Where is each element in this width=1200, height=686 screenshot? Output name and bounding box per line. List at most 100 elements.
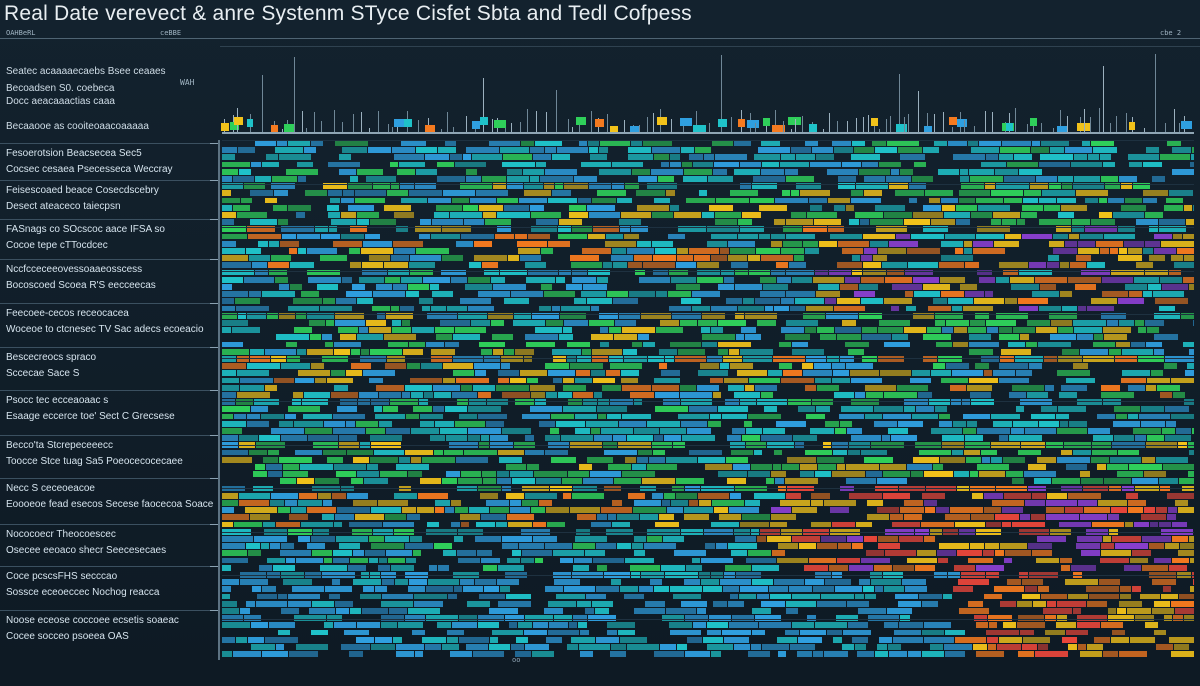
heatmap-cell: [611, 255, 633, 261]
heatmap-cell: [815, 471, 831, 477]
heatmap-cell: [1018, 651, 1034, 657]
heatmap-cell: [1024, 190, 1041, 197]
heatmap-cell: [431, 356, 452, 362]
heatmap-cell: [612, 521, 630, 528]
heatmap-cell: [1039, 420, 1059, 427]
heatmap-cell: [491, 320, 504, 326]
heatmap-cell: [851, 190, 863, 197]
heatmap-cell: [711, 521, 739, 528]
heatmap-cell: [652, 240, 673, 247]
heatmap-cell: [1005, 298, 1017, 305]
heatmap-cell: [983, 550, 994, 557]
heatmap-cell: [861, 449, 887, 456]
activity-spike: [568, 119, 569, 134]
row-label-secondary: Desect ateaceco taiecpsn: [6, 201, 121, 212]
heatmap-cell: [459, 636, 489, 643]
heatmap-cell: [422, 305, 430, 312]
heatmap-cell: [1147, 327, 1159, 333]
heatmap-cell: [655, 248, 676, 254]
heatmap-cell: [743, 298, 754, 305]
heatmap-cell: [870, 219, 903, 225]
heatmap-cell: [391, 183, 399, 189]
heatmap-cell: [722, 629, 751, 636]
heatmap-cell: [933, 363, 945, 369]
heatmap-cell: [541, 284, 552, 290]
heatmap-cell: [670, 629, 701, 636]
heatmap-cell: [985, 543, 999, 549]
spike-marker: [871, 118, 878, 127]
activity-spike: [1090, 116, 1091, 134]
heatmap-cell: [591, 334, 613, 341]
heatmap-cell: [288, 406, 320, 413]
heatmap-cell: [279, 154, 311, 161]
heatmap-cell: [1128, 248, 1142, 254]
heatmap-cell: [955, 521, 985, 528]
activity-spike: [837, 120, 838, 134]
heatmap-cell: [934, 140, 947, 146]
heatmap-cell: [1036, 176, 1057, 182]
heatmap-cell: [1078, 644, 1086, 650]
heatmap-cell: [962, 399, 970, 405]
heatmap-cell: [222, 557, 248, 564]
heatmap-cell: [923, 204, 941, 211]
heatmap-cell: [687, 428, 711, 434]
heatmap-cell: [497, 471, 509, 477]
heatmap-cell: [1189, 284, 1194, 290]
heatmap-cell: [510, 500, 521, 506]
heatmap-cell: [262, 291, 295, 297]
heatmap-cell: [805, 327, 816, 333]
heatmap-cell: [300, 464, 333, 470]
spike-marker: [1077, 122, 1091, 131]
heatmap-cell: [593, 557, 624, 564]
heatmap-cell: [994, 586, 1024, 593]
heatmap-cell: [728, 384, 744, 391]
heatmap-cell: [678, 226, 706, 233]
heatmap-cell: [1077, 615, 1107, 621]
heatmap-cell: [531, 226, 557, 233]
heatmap-cell: [560, 557, 573, 564]
heatmap-cell: [405, 384, 432, 391]
heatmap-cell: [800, 471, 814, 477]
heatmap-cell: [670, 204, 679, 211]
heatmap-cell: [373, 291, 405, 297]
heatmap-cell: [748, 550, 771, 557]
heatmap-cell: [506, 464, 526, 470]
heatmap-cell: [953, 420, 966, 427]
heatmap-cell: [637, 204, 669, 211]
heatmap-cell: [535, 327, 562, 333]
heatmap-cell: [298, 370, 330, 377]
heatmap-cell: [989, 622, 997, 629]
heatmap-cell: [392, 327, 411, 333]
heatmap-cell: [460, 298, 491, 305]
heatmap-cell: [382, 593, 413, 600]
heatmap-cell: [443, 550, 456, 557]
heatmap-cell: [859, 168, 890, 175]
heatmap-cell: [320, 255, 347, 261]
heatmap-cell: [941, 255, 973, 261]
heatmap-cell: [712, 500, 744, 506]
heatmap-cell: [1108, 615, 1134, 621]
heatmap-cell: [647, 183, 677, 189]
heatmap-cell: [889, 183, 908, 189]
heatmap-cell: [1080, 348, 1108, 355]
heatmap-cell: [680, 384, 696, 391]
heatmap-cell: [685, 615, 708, 621]
heatmap-cell: [563, 492, 571, 499]
heatmap-cell: [270, 543, 280, 549]
heatmap-cell: [589, 147, 598, 153]
top-label-3: cbe 2: [1160, 29, 1182, 37]
heatmap-cell: [905, 269, 933, 276]
heatmap-cell: [707, 240, 727, 247]
heatmap-cell: [976, 651, 1004, 657]
heatmap-cell: [1060, 420, 1068, 427]
heatmap-cell: [923, 226, 948, 233]
heatmap-cell: [1173, 615, 1183, 621]
heatmap-cell: [726, 298, 742, 305]
heatmap-cell: [1102, 291, 1128, 297]
heatmap-cell: [1097, 413, 1115, 420]
heatmap-cell: [289, 651, 318, 657]
heatmap-cell: [1088, 154, 1099, 161]
heatmap-cell: [1101, 543, 1114, 549]
heatmap-cell: [924, 536, 935, 542]
heatmap-cell: [301, 521, 333, 528]
